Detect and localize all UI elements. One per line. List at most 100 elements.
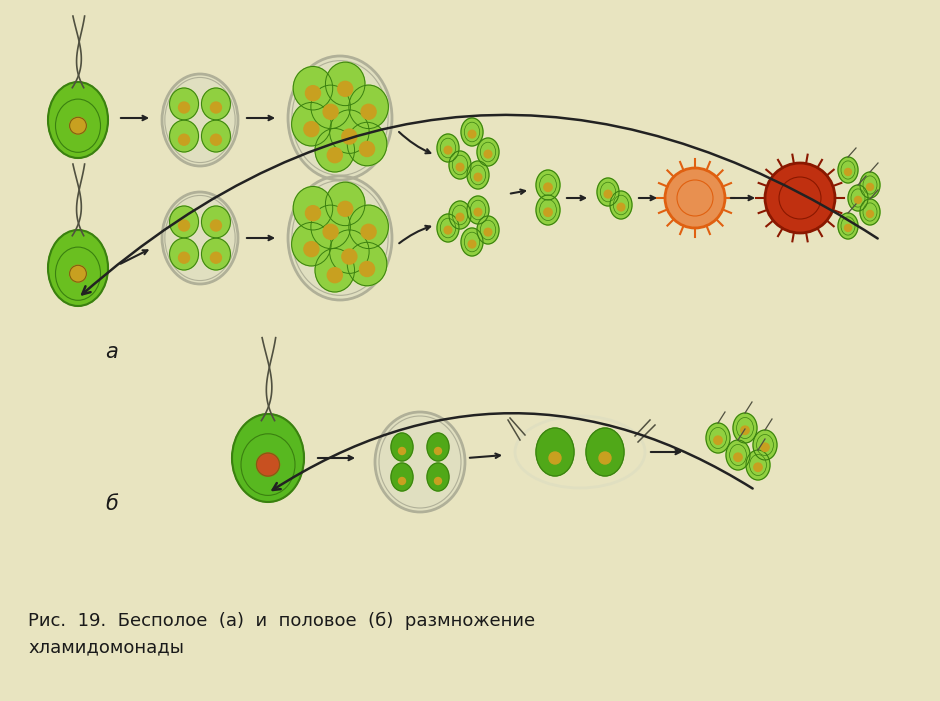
Ellipse shape: [48, 82, 108, 158]
Ellipse shape: [211, 134, 222, 145]
Ellipse shape: [293, 67, 333, 110]
Ellipse shape: [311, 85, 351, 128]
Ellipse shape: [467, 196, 489, 224]
Ellipse shape: [330, 230, 369, 273]
Ellipse shape: [399, 447, 405, 454]
Ellipse shape: [618, 203, 625, 211]
Ellipse shape: [597, 178, 619, 206]
Ellipse shape: [477, 138, 499, 166]
Ellipse shape: [848, 185, 868, 211]
Ellipse shape: [838, 213, 858, 239]
Ellipse shape: [854, 196, 861, 203]
Ellipse shape: [201, 206, 230, 238]
Ellipse shape: [162, 192, 238, 284]
Text: хламидомонады: хламидомонады: [28, 638, 184, 656]
Ellipse shape: [211, 220, 222, 231]
Ellipse shape: [860, 199, 880, 225]
Ellipse shape: [375, 412, 465, 512]
Ellipse shape: [461, 118, 483, 146]
Ellipse shape: [444, 147, 452, 154]
Ellipse shape: [867, 184, 873, 191]
Ellipse shape: [860, 172, 880, 198]
Text: а: а: [105, 342, 118, 362]
Ellipse shape: [760, 443, 769, 451]
Ellipse shape: [549, 452, 561, 464]
Ellipse shape: [391, 463, 413, 491]
Ellipse shape: [399, 477, 405, 484]
Ellipse shape: [437, 214, 459, 242]
Ellipse shape: [838, 157, 858, 183]
Ellipse shape: [467, 161, 489, 189]
Ellipse shape: [391, 433, 413, 461]
Ellipse shape: [169, 206, 198, 238]
Ellipse shape: [586, 428, 624, 476]
Ellipse shape: [734, 453, 743, 461]
Ellipse shape: [444, 226, 452, 234]
Ellipse shape: [456, 163, 463, 171]
Ellipse shape: [434, 447, 442, 454]
Ellipse shape: [201, 238, 230, 270]
Ellipse shape: [257, 453, 279, 476]
Ellipse shape: [844, 224, 852, 231]
Ellipse shape: [434, 477, 442, 484]
Ellipse shape: [427, 433, 449, 461]
Ellipse shape: [536, 428, 574, 476]
Ellipse shape: [211, 252, 222, 263]
Ellipse shape: [342, 249, 357, 264]
Ellipse shape: [468, 240, 476, 248]
Ellipse shape: [361, 224, 376, 239]
Ellipse shape: [536, 195, 560, 225]
Ellipse shape: [169, 120, 198, 152]
Ellipse shape: [337, 81, 352, 96]
Ellipse shape: [323, 104, 338, 119]
Ellipse shape: [468, 130, 476, 138]
Ellipse shape: [327, 148, 342, 163]
Ellipse shape: [746, 450, 770, 480]
Ellipse shape: [306, 205, 321, 221]
Ellipse shape: [347, 243, 386, 286]
Ellipse shape: [201, 120, 230, 152]
Ellipse shape: [544, 183, 552, 191]
Ellipse shape: [741, 426, 749, 435]
Ellipse shape: [599, 452, 611, 464]
Ellipse shape: [291, 222, 331, 266]
Ellipse shape: [179, 102, 190, 113]
Ellipse shape: [461, 228, 483, 256]
Ellipse shape: [349, 85, 388, 128]
Ellipse shape: [349, 205, 388, 249]
Ellipse shape: [484, 229, 492, 236]
Ellipse shape: [610, 191, 632, 219]
Ellipse shape: [347, 122, 386, 165]
Ellipse shape: [449, 201, 471, 229]
Ellipse shape: [291, 102, 331, 146]
Ellipse shape: [306, 86, 321, 101]
Ellipse shape: [179, 134, 190, 145]
Ellipse shape: [70, 117, 86, 134]
Ellipse shape: [477, 216, 499, 244]
Ellipse shape: [427, 463, 449, 491]
Ellipse shape: [169, 88, 198, 120]
Ellipse shape: [311, 205, 351, 249]
Ellipse shape: [359, 142, 374, 156]
Ellipse shape: [304, 122, 319, 137]
Text: Рис.  19.  Бесполое  (а)  и  половое  (б)  размножение: Рис. 19. Бесполое (а) и половое (б) разм…: [28, 612, 535, 630]
Ellipse shape: [544, 208, 552, 217]
Text: б: б: [105, 494, 118, 514]
Ellipse shape: [288, 176, 392, 300]
Ellipse shape: [484, 150, 492, 158]
Ellipse shape: [211, 102, 222, 113]
Ellipse shape: [342, 129, 357, 144]
Ellipse shape: [169, 238, 198, 270]
Ellipse shape: [456, 213, 463, 221]
Ellipse shape: [753, 430, 777, 460]
Ellipse shape: [337, 201, 352, 217]
Ellipse shape: [361, 104, 376, 119]
Ellipse shape: [726, 440, 750, 470]
Ellipse shape: [315, 128, 354, 172]
Ellipse shape: [706, 423, 730, 453]
Ellipse shape: [288, 56, 392, 180]
Ellipse shape: [844, 168, 852, 175]
Ellipse shape: [604, 190, 612, 198]
Circle shape: [765, 163, 835, 233]
Ellipse shape: [449, 151, 471, 179]
